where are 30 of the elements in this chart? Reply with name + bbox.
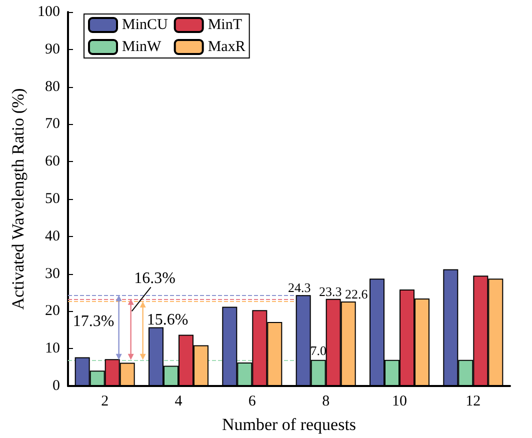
y-tick-label: 80 [45,78,60,95]
legend-label: MaxR [208,39,246,55]
y-tick-label: 0 [52,378,60,394]
y-tick-label: 30 [45,266,60,282]
x-axis-title: Number of requests [222,415,356,434]
x-tick-label: 12 [466,394,481,410]
y-tick-label: 70 [45,116,60,132]
x-tick-label: 8 [322,394,330,410]
annotation: 15.6% [146,311,188,328]
legend-label: MinT [208,17,242,33]
y-tick-label: 60 [45,154,60,170]
y-tick-label: 50 [45,191,60,207]
y-tick-label: 90 [45,41,60,58]
data-label: 7.0 [310,342,326,358]
x-tick-label: 6 [248,394,256,410]
data-label: 22.6 [344,286,368,302]
legend-label: MinW [122,39,162,55]
y-tick-label: 10 [45,340,60,357]
data-label: 23.3 [318,284,342,299]
x-tick-label: 4 [174,394,183,410]
x-tick-label: 10 [392,394,407,410]
legend-label: MinCU [122,17,168,33]
y-tick-label: 40 [45,228,60,244]
annotation: 17.3% [72,313,114,330]
data-label: 24.3 [288,280,311,296]
y-axis-title: Activated Wavelength Ratio (%) [8,88,28,310]
annotation: 16.3% [134,270,176,288]
x-tick-label: 2 [101,394,109,410]
y-tick-label: 100 [38,4,60,20]
y-tick-label: 20 [45,303,60,320]
